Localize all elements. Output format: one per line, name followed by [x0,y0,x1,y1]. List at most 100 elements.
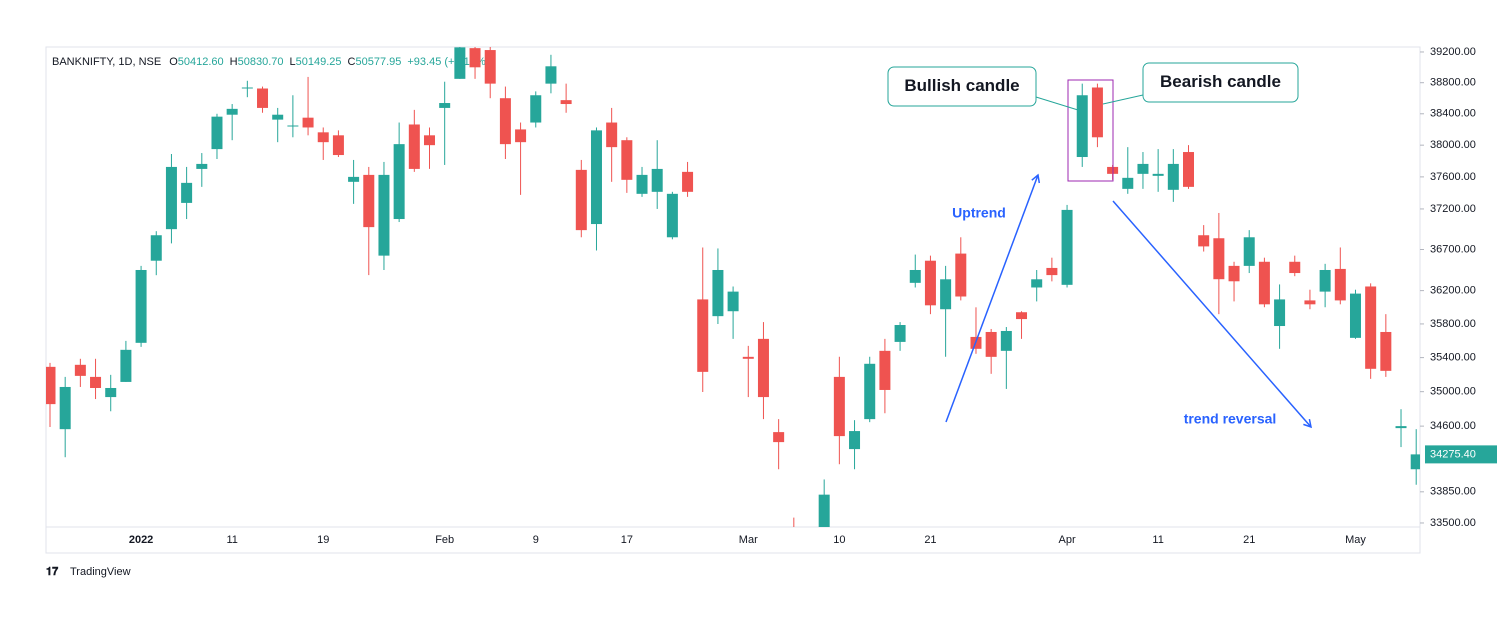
candle-body [424,135,435,146]
candle-body [560,100,572,105]
candle-body [1410,454,1420,470]
candle-body [742,356,754,359]
candle-body [1167,163,1179,190]
callout-connector [1035,96,1079,111]
candle-body [1228,265,1240,282]
legend-symbol: BANKNIFTY, 1D, NSE [52,56,161,68]
y-tick-label: 37200.00 [1430,203,1476,215]
candle-body [757,338,769,398]
candle-body [1016,312,1028,320]
candle-body [1289,261,1301,274]
candle-body [1243,237,1255,266]
candle-body [606,122,618,148]
trend-arrow [945,173,1041,423]
candle-body [302,117,314,128]
candle-body [1122,177,1134,189]
candle-body [651,168,663,192]
y-tick-label: 33500.00 [1430,517,1476,529]
callout-box [1142,62,1299,103]
candle-body [1152,173,1164,176]
candle-body [909,269,921,283]
x-tick-label: 10 [833,534,845,546]
candle-body [879,350,891,390]
legend-value: 50412.60 [178,56,224,68]
candle-body [1380,331,1392,371]
candle-body [135,269,147,343]
candle-body [1091,87,1103,138]
candle-body [408,124,420,169]
legend-key: C [348,56,356,68]
candle-body [257,88,269,108]
candle-body [1213,238,1225,280]
x-tick-label: May [1345,534,1366,546]
callout-text: Bearish candle [1160,72,1281,91]
callout-text: Bullish candle [904,76,1019,95]
candle-body [864,363,876,420]
y-tick-label: 38400.00 [1430,108,1476,120]
candle-body [894,325,906,342]
candles [46,47,1420,568]
x-tick-label: 11 [226,534,237,546]
y-tick-label: 39200.00 [1430,46,1476,58]
x-tick-label: Mar [739,534,758,546]
candle-body [833,376,845,437]
candle-body [804,541,815,568]
candle-body [363,174,375,228]
candle-body [211,116,223,150]
candle-body [150,235,162,261]
candle-body [1395,426,1407,429]
candle-body [332,135,344,156]
candle-body [287,125,299,127]
candle-body [940,279,952,310]
candle-body [682,171,694,192]
candle-body [697,299,709,372]
legend-key: O [169,56,178,68]
candle-body [773,432,785,443]
y-tick-label: 35400.00 [1430,352,1476,364]
legend-key: H [230,56,238,68]
candle-body [59,386,71,430]
annotations: Bullish candle Bearish candle Uptrend trend… [887,62,1312,429]
candle-body [165,166,177,230]
branding: 𝟏𝟕 TradingView [46,566,131,578]
candle-body [105,387,117,398]
x-tick-label: 19 [317,534,329,546]
candle-body [818,494,830,527]
annotation-text: Uptrend [952,205,1006,221]
candle-body [1274,299,1286,327]
candle-body [439,103,451,108]
trend-arrow [1112,200,1312,429]
candle-body [469,48,481,68]
candle-body [393,144,405,220]
candle-body [196,163,208,169]
candle-body [590,130,602,225]
candle-body [666,193,678,238]
candle-body [1031,279,1043,288]
candle-body [575,169,587,231]
candle-body [955,253,967,297]
candle-body [621,140,633,180]
candle-body [1304,300,1316,305]
callout-connector [1102,94,1144,105]
y-tick-label: 35800.00 [1430,318,1476,330]
legend-value: 50830.70 [238,56,284,68]
y-tick-label: 37600.00 [1430,171,1476,183]
legend-value: 50577.95 [355,56,401,68]
candle-body [985,331,997,357]
candle-body [1365,286,1377,369]
candle-body [1046,267,1058,276]
candle-body [1061,209,1073,285]
candle-body [241,87,253,89]
y-tick-label: 36200.00 [1430,285,1476,297]
candle-body [226,108,238,115]
x-tick-label: Apr [1058,534,1075,546]
x-tick-label: 21 [1243,534,1255,546]
x-tick-label: 9 [533,534,539,546]
legend-value: 50149.25 [296,56,342,68]
x-tick-label: 21 [924,534,936,546]
logo-mark: 𝟏𝟕 [46,566,59,578]
x-tick-label: 17 [621,534,633,546]
candle-body [530,95,542,123]
